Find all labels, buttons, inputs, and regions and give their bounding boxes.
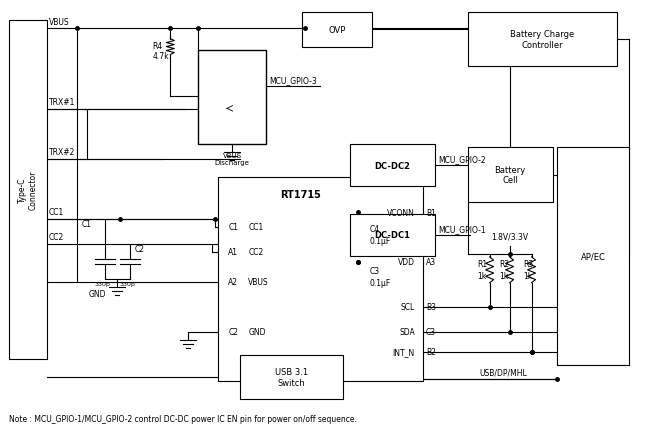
Text: A1: A1 [228,248,238,257]
Text: R3: R3 [524,260,534,269]
Text: Type-C
Connector: Type-C Connector [18,170,37,209]
Text: USB 3.1
Switch: USB 3.1 Switch [275,367,308,387]
Text: B2: B2 [426,347,435,356]
Text: 1k: 1k [500,272,509,281]
Text: 330p: 330p [119,281,135,286]
Text: INT_N: INT_N [393,347,415,356]
Bar [468,148,553,203]
Text: 1k: 1k [524,272,533,281]
Text: C1: C1 [228,223,238,232]
Text: 1k: 1k [478,272,487,281]
Bar [240,355,343,399]
Text: SCL: SCL [401,302,415,311]
Text: VBUS
Discharge: VBUS Discharge [215,153,250,166]
Text: TRX#2: TRX#2 [48,148,75,157]
Text: OVP: OVP [328,25,346,34]
Text: R4: R4 [152,42,163,51]
Text: 330p: 330p [95,281,110,286]
Text: GND: GND [248,327,266,336]
Bar [557,148,630,365]
Text: C2: C2 [134,245,144,254]
Text: VBUS: VBUS [248,278,269,287]
Text: DC-DC2: DC-DC2 [374,161,410,170]
Text: 4.7k: 4.7k [152,52,169,61]
Text: Note : MCU_GPIO-1/MCU_GPIO-2 control DC-DC power IC EN pin for power on/off sequ: Note : MCU_GPIO-1/MCU_GPIO-2 control DC-… [8,415,357,424]
Bar [468,12,617,68]
Text: SDA: SDA [399,327,415,336]
Bar [8,21,46,359]
Text: Battery
Cell: Battery Cell [495,166,526,185]
Text: RT1715: RT1715 [280,190,321,200]
Text: DC-DC1: DC-DC1 [374,231,410,240]
Text: MCU_GPIO-3: MCU_GPIO-3 [269,76,317,85]
Text: A3: A3 [426,258,436,267]
Text: B1: B1 [426,208,435,217]
Text: C4: C4 [370,225,380,234]
Bar [350,215,435,256]
Text: VCONN: VCONN [387,208,415,217]
Text: CC1: CC1 [248,223,263,232]
Text: CC1: CC1 [48,208,64,216]
Text: C3: C3 [426,327,436,336]
Text: GND: GND [89,289,106,298]
Bar [350,145,435,187]
Text: A2: A2 [228,278,238,287]
Text: Battery Charge
Controller: Battery Charge Controller [510,30,575,49]
Bar [218,178,422,381]
Text: USB/DP/MHL: USB/DP/MHL [480,368,528,377]
Text: C1: C1 [81,220,92,229]
Text: MCU_GPIO-2: MCU_GPIO-2 [438,155,486,164]
Text: R1: R1 [478,260,488,269]
Text: VDD: VDD [398,258,415,267]
Text: MCU_GPIO-1: MCU_GPIO-1 [438,224,486,233]
Text: R2: R2 [500,260,510,269]
Text: 0.1μF: 0.1μF [370,279,391,288]
Text: TRX#1: TRX#1 [48,98,75,107]
Text: B3: B3 [426,302,436,311]
Bar [198,50,266,145]
Text: CC2: CC2 [48,232,64,241]
Text: C2: C2 [228,327,238,336]
Text: C3: C3 [370,267,380,276]
Text: 0.1μF: 0.1μF [370,237,391,246]
Text: AP/EC: AP/EC [581,252,606,261]
Bar [302,12,372,47]
Text: VBUS: VBUS [48,18,69,27]
Text: 1.8V/3.3V: 1.8V/3.3V [491,232,528,241]
Text: CC2: CC2 [248,248,263,257]
